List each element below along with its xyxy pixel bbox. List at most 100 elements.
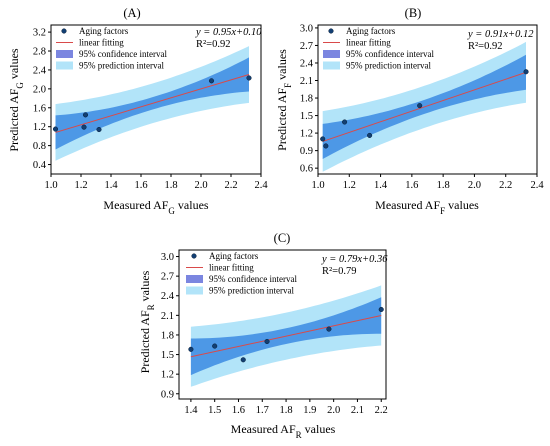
y-tick-label: 0.8 — [33, 141, 46, 152]
y-tick-label: 1.5 — [161, 350, 174, 361]
x-tick-label: 1.2 — [343, 180, 356, 191]
y-tick-label: 2.0 — [33, 84, 46, 95]
x-tick-label: 2.4 — [530, 180, 544, 191]
chart-panel-1: 1.0 1.2 1.4 1.6 1.8 2.0 2.2 2.4 0.4 0.8 1.2 1.6 2.0 2… — [7, 6, 268, 216]
data-point — [240, 357, 246, 363]
legend-label: 95% prediction interval — [209, 286, 294, 296]
legend-label: Aging factors — [346, 26, 396, 36]
legend-label: linear fitting — [209, 263, 254, 273]
panel-label: (C) — [274, 231, 291, 245]
data-point — [326, 326, 332, 332]
x-tick-label: 2.1 — [351, 405, 364, 416]
x-tick-label: 1.7 — [256, 405, 269, 416]
r-squared: R²=0.79 — [322, 266, 356, 277]
x-tick-label: 1.2 — [74, 180, 87, 191]
y-tick-label: 1.2 — [161, 370, 174, 381]
legend-swatch-points — [328, 28, 334, 34]
plot-frame — [317, 24, 538, 175]
data-point — [320, 136, 326, 142]
data-point — [81, 124, 87, 130]
y-tick-label: 1.6 — [33, 103, 46, 114]
legend-label: 95% confidence interval — [346, 49, 434, 59]
fit-equation: y = 0.95x+0.10 — [195, 27, 262, 38]
x-tick-label: 1.5 — [208, 405, 221, 416]
data-point — [212, 343, 218, 349]
data-point — [342, 119, 348, 125]
x-tick-label: 2.2 — [499, 180, 512, 191]
data-point — [52, 126, 59, 132]
y-axis-title: Predicted AFF values — [275, 49, 293, 151]
chart-panel-3: 1.4 1.5 1.6 1.7 1.8 1.9 2.0 2.1 2.2 0.9 1.2 1.5 1.8 2… — [138, 231, 388, 440]
r-squared: R²=0.92 — [468, 41, 502, 52]
x-tick-label: 1.4 — [104, 180, 118, 191]
legend-label: 95% prediction interval — [79, 61, 164, 71]
fit-line — [322, 71, 527, 142]
y-axis-title: Predicted AFR values — [138, 270, 156, 373]
y-tick-label: 3.0 — [300, 23, 313, 34]
panel-label: (A) — [123, 6, 140, 20]
y-tick-label: 1.5 — [300, 111, 313, 122]
x-tick-label: 1.0 — [44, 180, 57, 191]
panel-label: (B) — [405, 6, 422, 20]
y-tick-label: 2.4 — [300, 58, 314, 69]
x-tick-label: 1.8 — [437, 180, 450, 191]
y-tick-label: 1.8 — [161, 330, 174, 341]
x-tick-label: 2.0 — [468, 180, 481, 191]
y-tick-label: 3.0 — [161, 252, 174, 263]
legend-swatch-prediction — [323, 61, 340, 70]
fit-equation: y = 0.79x+0.36 — [321, 254, 388, 265]
y-tick-label: 0.6 — [300, 164, 313, 175]
legend-label: 95% confidence interval — [79, 49, 167, 59]
legend-label: 95% prediction interval — [346, 61, 431, 71]
y-tick-label: 1.8 — [300, 94, 313, 105]
fit-line — [190, 314, 382, 358]
x-tick-label: 2.2 — [375, 405, 388, 416]
legend-swatch-prediction — [186, 286, 203, 295]
x-tick-label: 1.0 — [311, 180, 324, 191]
data-point — [246, 75, 252, 81]
x-tick-label: 2.0 — [194, 180, 207, 191]
data-point — [208, 78, 215, 84]
y-tick-label: 0.9 — [300, 146, 313, 157]
y-tick-label: 3.2 — [33, 28, 46, 39]
legend-swatch-prediction — [56, 61, 73, 70]
data-point — [188, 346, 194, 352]
legend-swatch-points — [191, 253, 197, 259]
x-axis-title: Measured AFR values — [231, 422, 336, 440]
legend-label: Aging factors — [209, 251, 259, 261]
x-axis-title: Measured AFG values — [103, 198, 208, 216]
y-tick-label: 2.8 — [33, 47, 46, 58]
data-point — [323, 143, 329, 149]
fit-equation: y = 0.91x+0.12 — [467, 29, 534, 40]
legend-swatch-points — [61, 28, 67, 34]
y-tick-label: 2.7 — [300, 41, 313, 52]
data-point — [523, 69, 529, 75]
y-tick-label: 2.1 — [300, 76, 313, 87]
data-point — [82, 112, 89, 118]
data-point — [378, 306, 384, 313]
data-point — [96, 126, 102, 133]
x-tick-label: 1.4 — [374, 180, 388, 191]
y-tick-label: 2.4 — [33, 65, 47, 76]
legend-label: Aging factors — [79, 26, 129, 36]
x-tick-label: 1.8 — [280, 405, 293, 416]
y-tick-label: 2.7 — [161, 272, 174, 283]
legend-label: 95% confidence interval — [209, 274, 297, 284]
x-tick-label: 2.0 — [327, 405, 340, 416]
legend-label: linear fitting — [346, 38, 391, 48]
legend-label: linear fitting — [79, 38, 124, 48]
legend-swatch-confidence — [323, 50, 340, 58]
x-tick-label: 2.2 — [224, 180, 237, 191]
data-point — [264, 338, 270, 345]
y-tick-label: 1.2 — [300, 129, 313, 140]
x-tick-label: 1.4 — [184, 405, 198, 416]
y-tick-label: 2.1 — [161, 311, 174, 322]
chart-panel-2: 1.0 1.2 1.4 1.6 1.8 2.0 2.2 2.4 0.6 0.9 1.2 1.5 1.8 2… — [275, 6, 544, 216]
data-point — [417, 103, 423, 109]
y-tick-label: 0.4 — [33, 160, 47, 171]
legend-swatch-confidence — [186, 275, 203, 283]
y-axis-title: Predicted AFG values — [7, 48, 25, 151]
